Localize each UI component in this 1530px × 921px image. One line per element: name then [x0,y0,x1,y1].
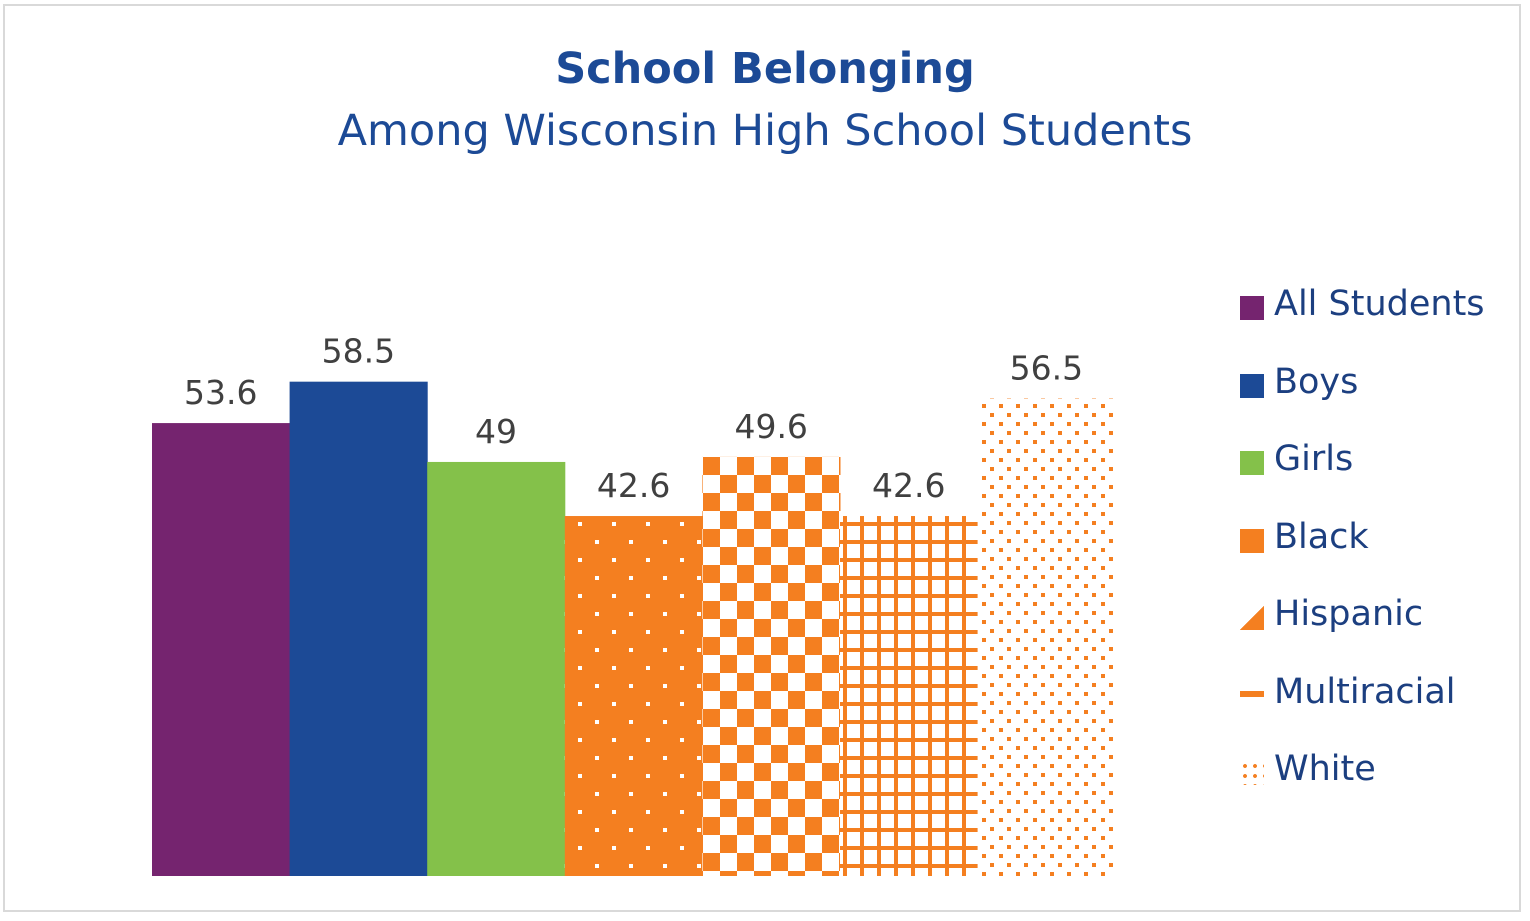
legend-swatch [1240,761,1264,785]
legend-label: Hispanic [1274,594,1424,634]
legend-item-multiracial: Multiracial [1240,672,1485,750]
legend-item-hispanic: Hispanic [1240,594,1485,672]
legend-swatch [1240,528,1264,553]
legend-item-all-students: All Students [1240,284,1485,362]
bar-multiracial [840,516,979,876]
data-label: 42.6 [872,466,945,505]
legend-label: Girls [1274,439,1354,479]
chart-title: School Belonging [555,44,975,94]
data-label: 56.5 [1010,349,1083,388]
legend-swatch [1240,373,1264,398]
data-label: 42.6 [597,466,670,505]
data-label: 49.6 [734,407,807,446]
bar-girls [427,461,566,876]
legend-item-girls: Girls [1240,439,1485,517]
legend-swatch [1240,683,1264,708]
bar-black [564,516,703,876]
legend-label: Boys [1274,361,1359,402]
data-label: 49 [475,412,517,451]
bar-all-students [152,423,291,876]
legend-label: White [1274,749,1376,789]
legend-label: Black [1274,516,1369,557]
legend-label: Multiracial [1274,671,1456,712]
legend-swatch [1240,606,1264,630]
chart-frame [3,4,1521,912]
bar-hispanic [702,456,841,876]
bar-boys [289,381,428,876]
legend-item-boys: Boys [1240,362,1485,440]
legend-swatch [1240,296,1264,320]
bar-white [977,398,1116,876]
legend-label: All Students [1274,284,1485,324]
legend-swatch [1240,451,1264,475]
legend-item-white: White [1240,749,1485,827]
legend: All Students Boys Girls Black Hispanic Multir… [1240,284,1485,827]
chart-subtitle: Among Wisconsin High School Students [337,106,1193,156]
data-label: 58.5 [322,332,395,371]
data-label: 53.6 [184,373,257,412]
legend-item-black: Black [1240,517,1485,595]
